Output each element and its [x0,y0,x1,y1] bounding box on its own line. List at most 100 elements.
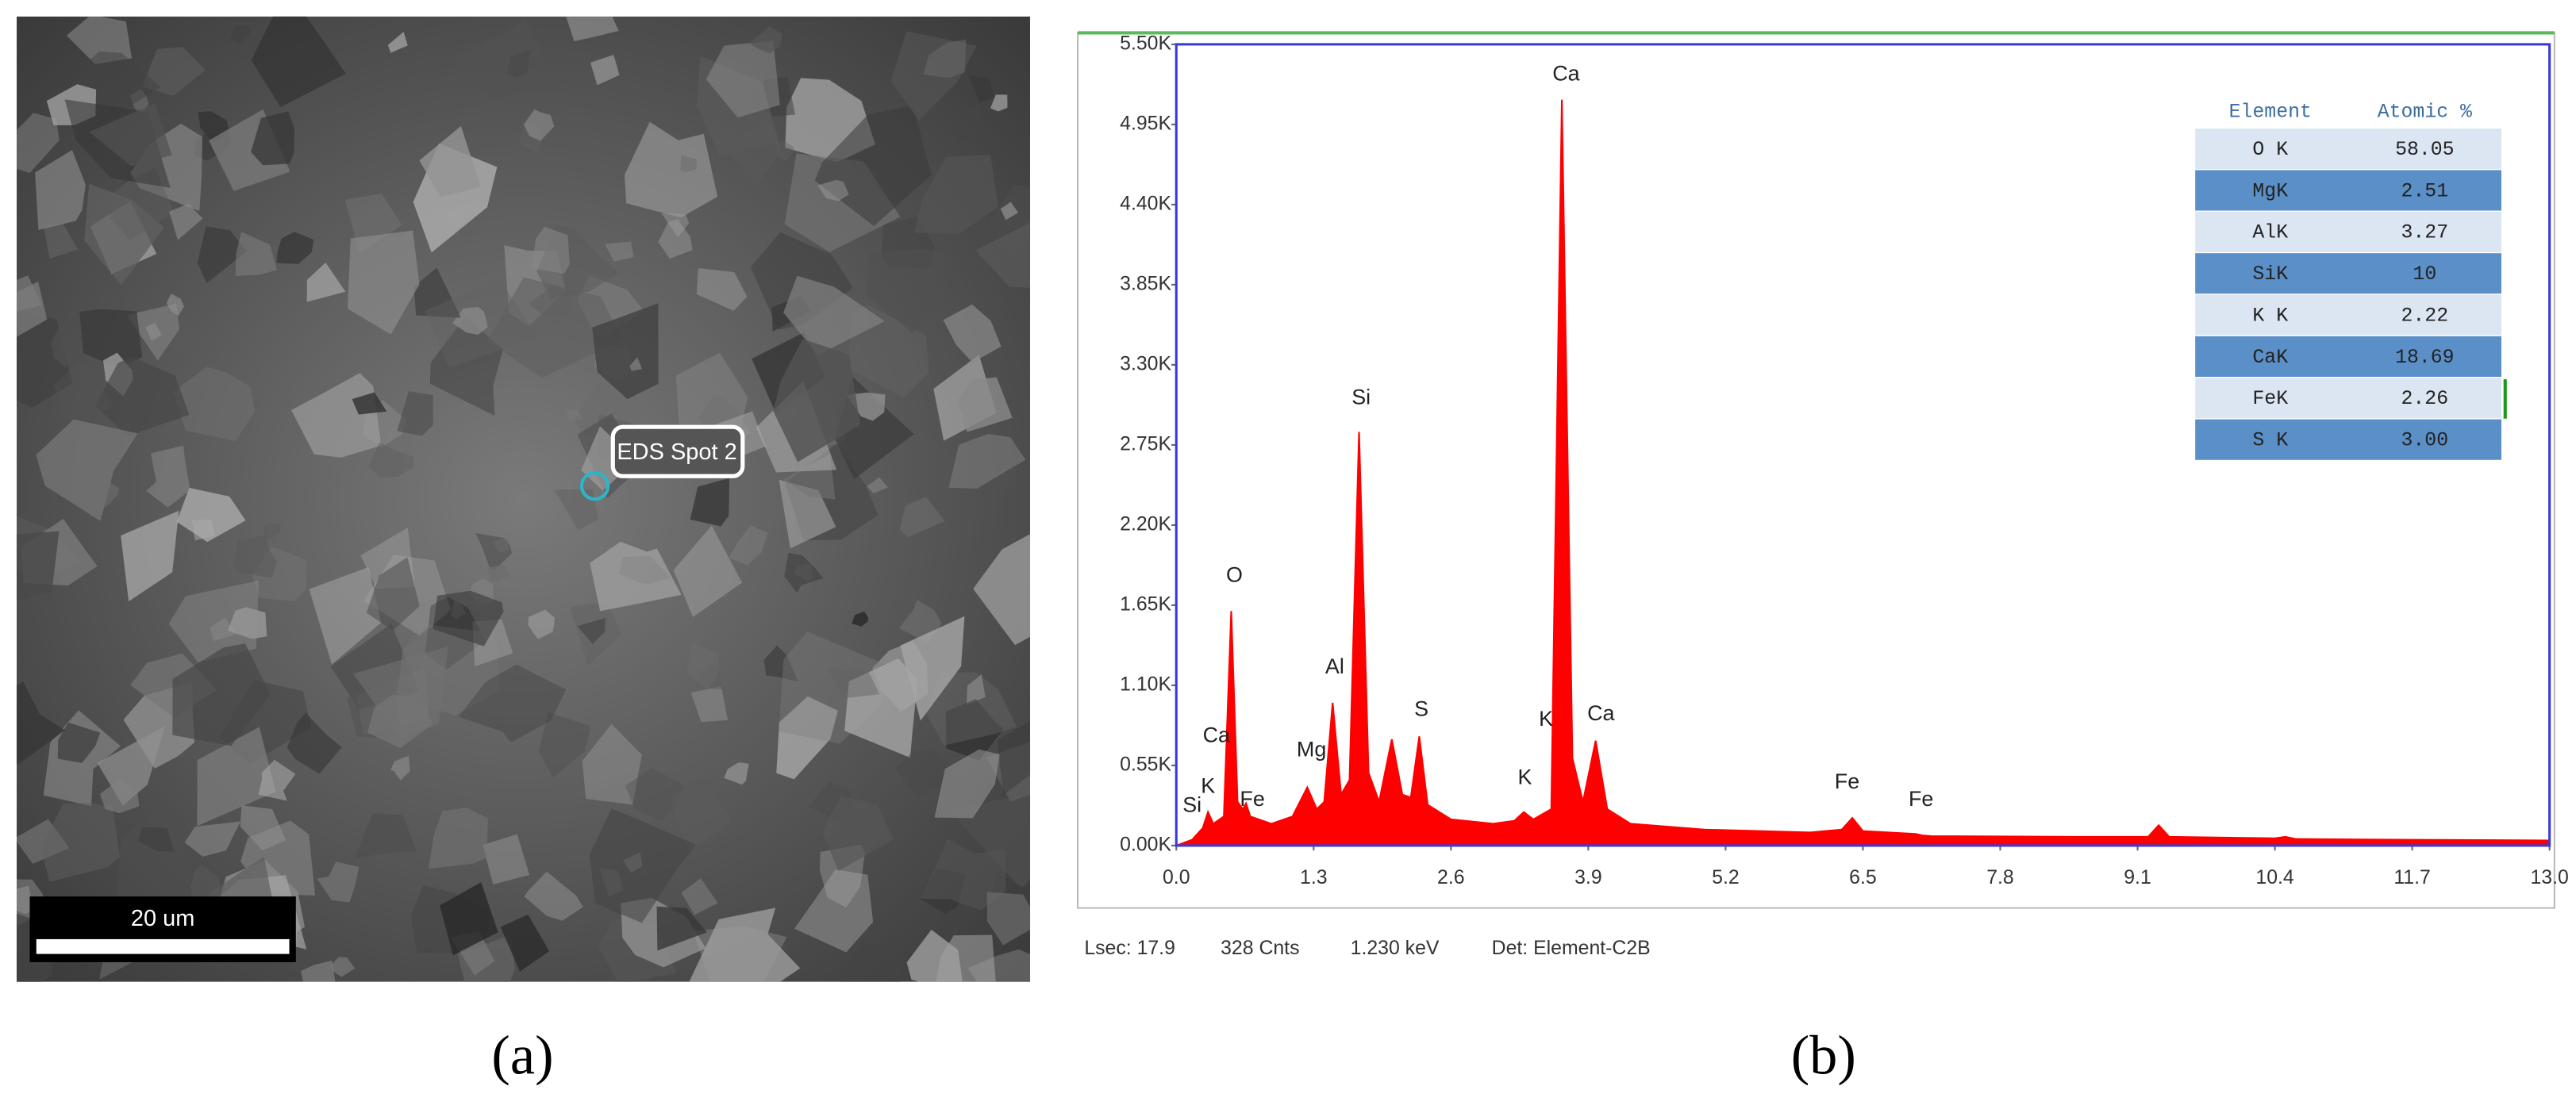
sem-grain [776,696,838,780]
x-tick-label: 6.5 [1849,867,1877,888]
peak-label: Si [1351,385,1371,409]
sem-grain [619,556,671,585]
sem-grain [681,878,718,915]
sem-grain [184,821,241,858]
sem-grain [117,811,202,919]
table-cell: FeK [2252,388,2288,410]
sem-grain [429,808,488,869]
sem-grain [235,232,278,276]
table-cell: S K [2252,429,2288,451]
spectrum [1175,99,2551,847]
sem-grain [784,552,824,593]
sem-grain [458,664,567,742]
spot-box [610,424,745,478]
table-row [2193,418,2503,462]
x-tick-label: 5.2 [1712,867,1740,888]
sem-grain [367,694,433,749]
table-row [2193,127,2503,171]
sem-grain [814,106,932,227]
sem-grain [775,141,794,161]
table-cell: 10 [2413,263,2436,286]
sem-grain [957,377,1013,432]
sem-grain [817,179,849,201]
table-cell: 58.05 [2395,139,2455,161]
spot-label: EDS Spot 2 [617,439,736,465]
sem-grain [17,666,36,685]
sem-grain [228,607,267,639]
sem-grain [690,686,729,723]
table-cell: CaK [2252,347,2288,369]
sem-grain [355,812,417,858]
y-tick-label: 5.50K [1120,33,1171,54]
table-row [2193,251,2503,295]
sem-grain [36,419,138,521]
table-cell: O K [2252,139,2288,161]
sem-grain [500,914,550,972]
sem-grain [487,277,623,378]
sem-grain [986,742,1031,802]
sem-grain [934,749,1000,819]
sem-grain [35,150,86,230]
sem-grain [906,929,963,982]
sem-grain [670,777,732,852]
sem-grain [317,861,359,903]
sem-grain [166,294,184,317]
peak-label: K [1539,707,1553,731]
sem-grain [554,489,598,531]
sem-grain [948,106,990,144]
sem-grain [827,668,880,699]
sem-grain [16,113,60,174]
sem-grain [387,32,408,53]
sem-grain [899,497,945,538]
sem-grain [794,869,874,953]
x-tick-label: 11.7 [2393,867,2430,888]
sem-grain [44,223,79,259]
sem-grain [566,16,619,41]
sem-grain [16,681,66,765]
sem-grain [945,699,1004,761]
sem-grain [624,121,718,218]
sem-grain [990,94,1008,112]
sem-grain [301,960,336,982]
sem-grain [986,892,1031,946]
sem-grain [174,327,201,354]
sem-grain [486,564,510,583]
sem-grain [130,123,203,211]
sem-grain [197,226,247,284]
sem-grain [852,612,869,627]
sem-grain [926,672,1017,746]
sem-grain [895,750,953,799]
status-text: 328 Cnts [1221,938,1299,959]
sem-grain [661,213,690,238]
sem-grain [89,102,172,167]
sem-grain [821,796,894,872]
sem-grain [306,262,346,302]
sem-grain [16,281,48,337]
sem-grain [948,433,1026,489]
status-text: 1.230 keV [1351,938,1440,959]
sem-grain [706,40,780,118]
sem-grain [673,525,743,617]
sem-grain [251,16,346,107]
sem-grain [84,183,164,286]
sem-grain [360,528,415,589]
y-tick-label: 3.30K [1120,353,1171,374]
sem-grain [84,471,119,517]
x-tick-label: 3.9 [1574,867,1602,888]
sem-grain [309,566,382,665]
sem-grain [577,617,606,644]
sem-grain [968,75,994,102]
spot-marker [579,471,610,501]
sem-grain [696,268,748,311]
sem-grain [16,531,60,600]
sem-grain [914,154,998,234]
sem-grain [532,226,570,274]
sem-grain [528,609,556,639]
sem-grain [475,533,513,570]
table-cell: 2.51 [2401,180,2449,202]
sem-grain [629,357,643,371]
plot-border [1175,43,2551,847]
sem-grain [348,230,420,335]
sem-grain [923,39,967,79]
sem-grain [840,940,903,982]
